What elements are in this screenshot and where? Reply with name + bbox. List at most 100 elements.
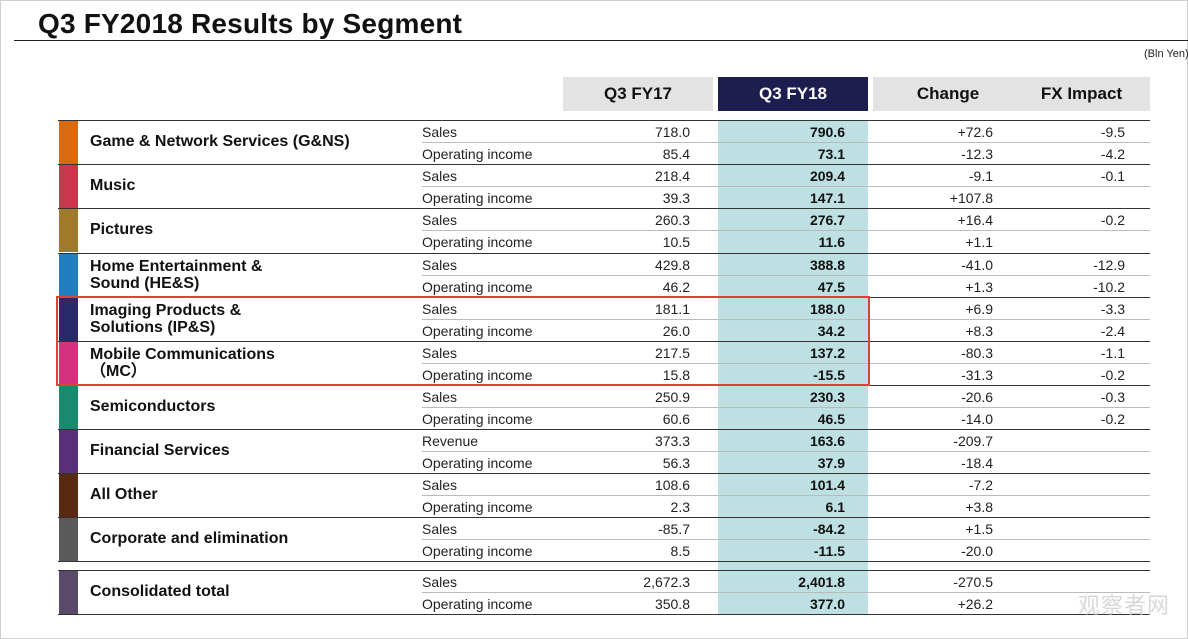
value-change: -41.0 (961, 257, 993, 273)
value-q3-fy18: 230.3 (809, 389, 845, 405)
value-change: -20.6 (961, 389, 993, 405)
value-q3-fy17: 217.5 (654, 345, 690, 361)
row-subdivider (422, 319, 1150, 320)
value-q3-fy18: -15.5 (813, 367, 845, 383)
segment-color-bar (59, 298, 78, 341)
value-q3-fy17: 260.3 (654, 212, 690, 228)
value-change: -270.5 (953, 574, 993, 590)
value-q3-fy18: 11.6 (818, 234, 845, 250)
row-subdivider (422, 230, 1150, 231)
segment-row: Pictures Sales 260.3 276.7 +16.4 -0.2 Operatin… (58, 208, 1150, 252)
segment-name-line2: Solutions (IP&S) (90, 319, 216, 336)
value-q3-fy17: 718.0 (654, 124, 690, 140)
value-q3-fy17: 2.3 (670, 499, 690, 515)
segment-row: Game & Network Services (G&NS) Sales 718.0… (58, 120, 1150, 164)
value-change: +16.4 (957, 212, 993, 228)
value-change: +1.3 (965, 279, 993, 295)
header-change: Change (873, 77, 1023, 111)
watermark: 观察者网 (1078, 593, 1171, 618)
metric-label: Operating income (422, 596, 533, 612)
value-q3-fy18: 37.9 (817, 455, 845, 471)
metric-label: Sales (422, 521, 458, 537)
value-q3-fy17: 26.0 (662, 323, 690, 339)
value-q3-fy17: 373.3 (654, 433, 690, 449)
segment-name: Semiconductors (90, 398, 216, 415)
value-change: -18.4 (961, 455, 993, 471)
segment-color-bar (59, 121, 78, 164)
segment-color-bar (59, 430, 78, 473)
segment-row: All Other Sales 108.6 101.4 -7.2 Operating in… (58, 473, 1150, 517)
metric-label: Sales (422, 574, 458, 590)
value-fx-impact: -0.2 (1100, 367, 1125, 383)
segment-color-bar (59, 518, 78, 561)
segment-name: All Other (90, 486, 158, 503)
value-q3-fy18: 209.4 (809, 168, 845, 184)
value-change: +6.9 (965, 301, 993, 317)
row-subdivider (422, 186, 1150, 187)
segment-name: Imaging Products & Solutions (IP&S) (90, 302, 241, 336)
value-change: -7.2 (968, 477, 993, 493)
metric-label: Sales (422, 212, 458, 228)
value-q3-fy18: 790.6 (809, 124, 845, 140)
row-divider (58, 164, 1150, 165)
segment-name: Music (90, 177, 136, 194)
metric-label: Operating income (422, 190, 533, 206)
value-fx-impact: -0.1 (1100, 168, 1125, 184)
row-divider (58, 473, 1150, 474)
segment-color-bar (59, 165, 78, 208)
segment-name: Consolidated total (90, 583, 230, 600)
value-q3-fy17: 2,672.3 (643, 574, 690, 590)
value-q3-fy17: 8.5 (670, 543, 690, 559)
highlight-box (56, 296, 870, 386)
value-fx-impact: -0.3 (1100, 389, 1125, 405)
row-subdivider (422, 539, 1150, 540)
value-fx-impact: -9.5 (1100, 124, 1125, 140)
value-q3-fy18: -11.5 (813, 543, 845, 559)
segment-row: Home Entertainment & Sound (HE&S) Sales 429… (58, 253, 1150, 297)
header-q3-fy18: Q3 FY18 (718, 77, 868, 111)
metric-label: Revenue (422, 433, 479, 449)
value-change: -20.0 (961, 543, 993, 559)
value-change: -14.0 (961, 411, 993, 427)
value-q3-fy18: 6.1 (825, 499, 845, 515)
segment-color-bar (59, 342, 78, 385)
header-fx-impact: FX Impact (1013, 77, 1150, 111)
value-change: +26.2 (957, 596, 993, 612)
value-fx-impact: -1.1 (1100, 345, 1125, 361)
segment-row: Mobile Communications （MC） Sales 217.5 137.2… (58, 341, 1150, 385)
value-fx-impact: -0.2 (1100, 212, 1125, 228)
metric-label: Sales (422, 124, 458, 140)
value-q3-fy17: 429.8 (654, 257, 690, 273)
value-change: -80.3 (961, 345, 993, 361)
metric-label: Operating income (422, 234, 533, 250)
value-q3-fy17: 350.8 (654, 596, 690, 612)
metric-label: Operating income (422, 279, 533, 295)
segment-row: Financial Services Revenue 373.3 163.6 -209.… (58, 429, 1150, 473)
value-change: +8.3 (965, 323, 993, 339)
value-change: -31.3 (961, 367, 993, 383)
row-subdivider (422, 142, 1150, 143)
segment-name-line1: Home Entertainment & (90, 258, 263, 275)
row-subdivider (422, 495, 1150, 496)
metric-label: Operating income (422, 146, 533, 162)
metric-label: Operating income (422, 499, 533, 515)
value-q3-fy17: 108.6 (654, 477, 690, 493)
segment-name-line1: Imaging Products & (90, 302, 242, 319)
value-change: +3.8 (965, 499, 993, 515)
row-subdivider (422, 407, 1150, 408)
value-q3-fy18: 46.5 (817, 411, 845, 427)
value-q3-fy18: 2,401.8 (798, 574, 845, 590)
segment-name: Pictures (90, 221, 154, 238)
value-fx-impact: -2.4 (1100, 323, 1125, 339)
value-q3-fy18: 34.2 (817, 323, 845, 339)
metric-label: Operating income (422, 323, 533, 339)
row-subdivider (422, 363, 1150, 364)
segment-color-bar (59, 209, 78, 252)
segment-name: Home Entertainment & Sound (HE&S) (90, 258, 262, 292)
value-q3-fy18: 73.1 (817, 146, 845, 162)
row-subdivider (422, 451, 1150, 452)
metric-label: Sales (422, 477, 458, 493)
value-q3-fy17: 181.1 (654, 301, 690, 317)
metric-label: Operating income (422, 543, 533, 559)
value-q3-fy18: 137.2 (809, 345, 845, 361)
